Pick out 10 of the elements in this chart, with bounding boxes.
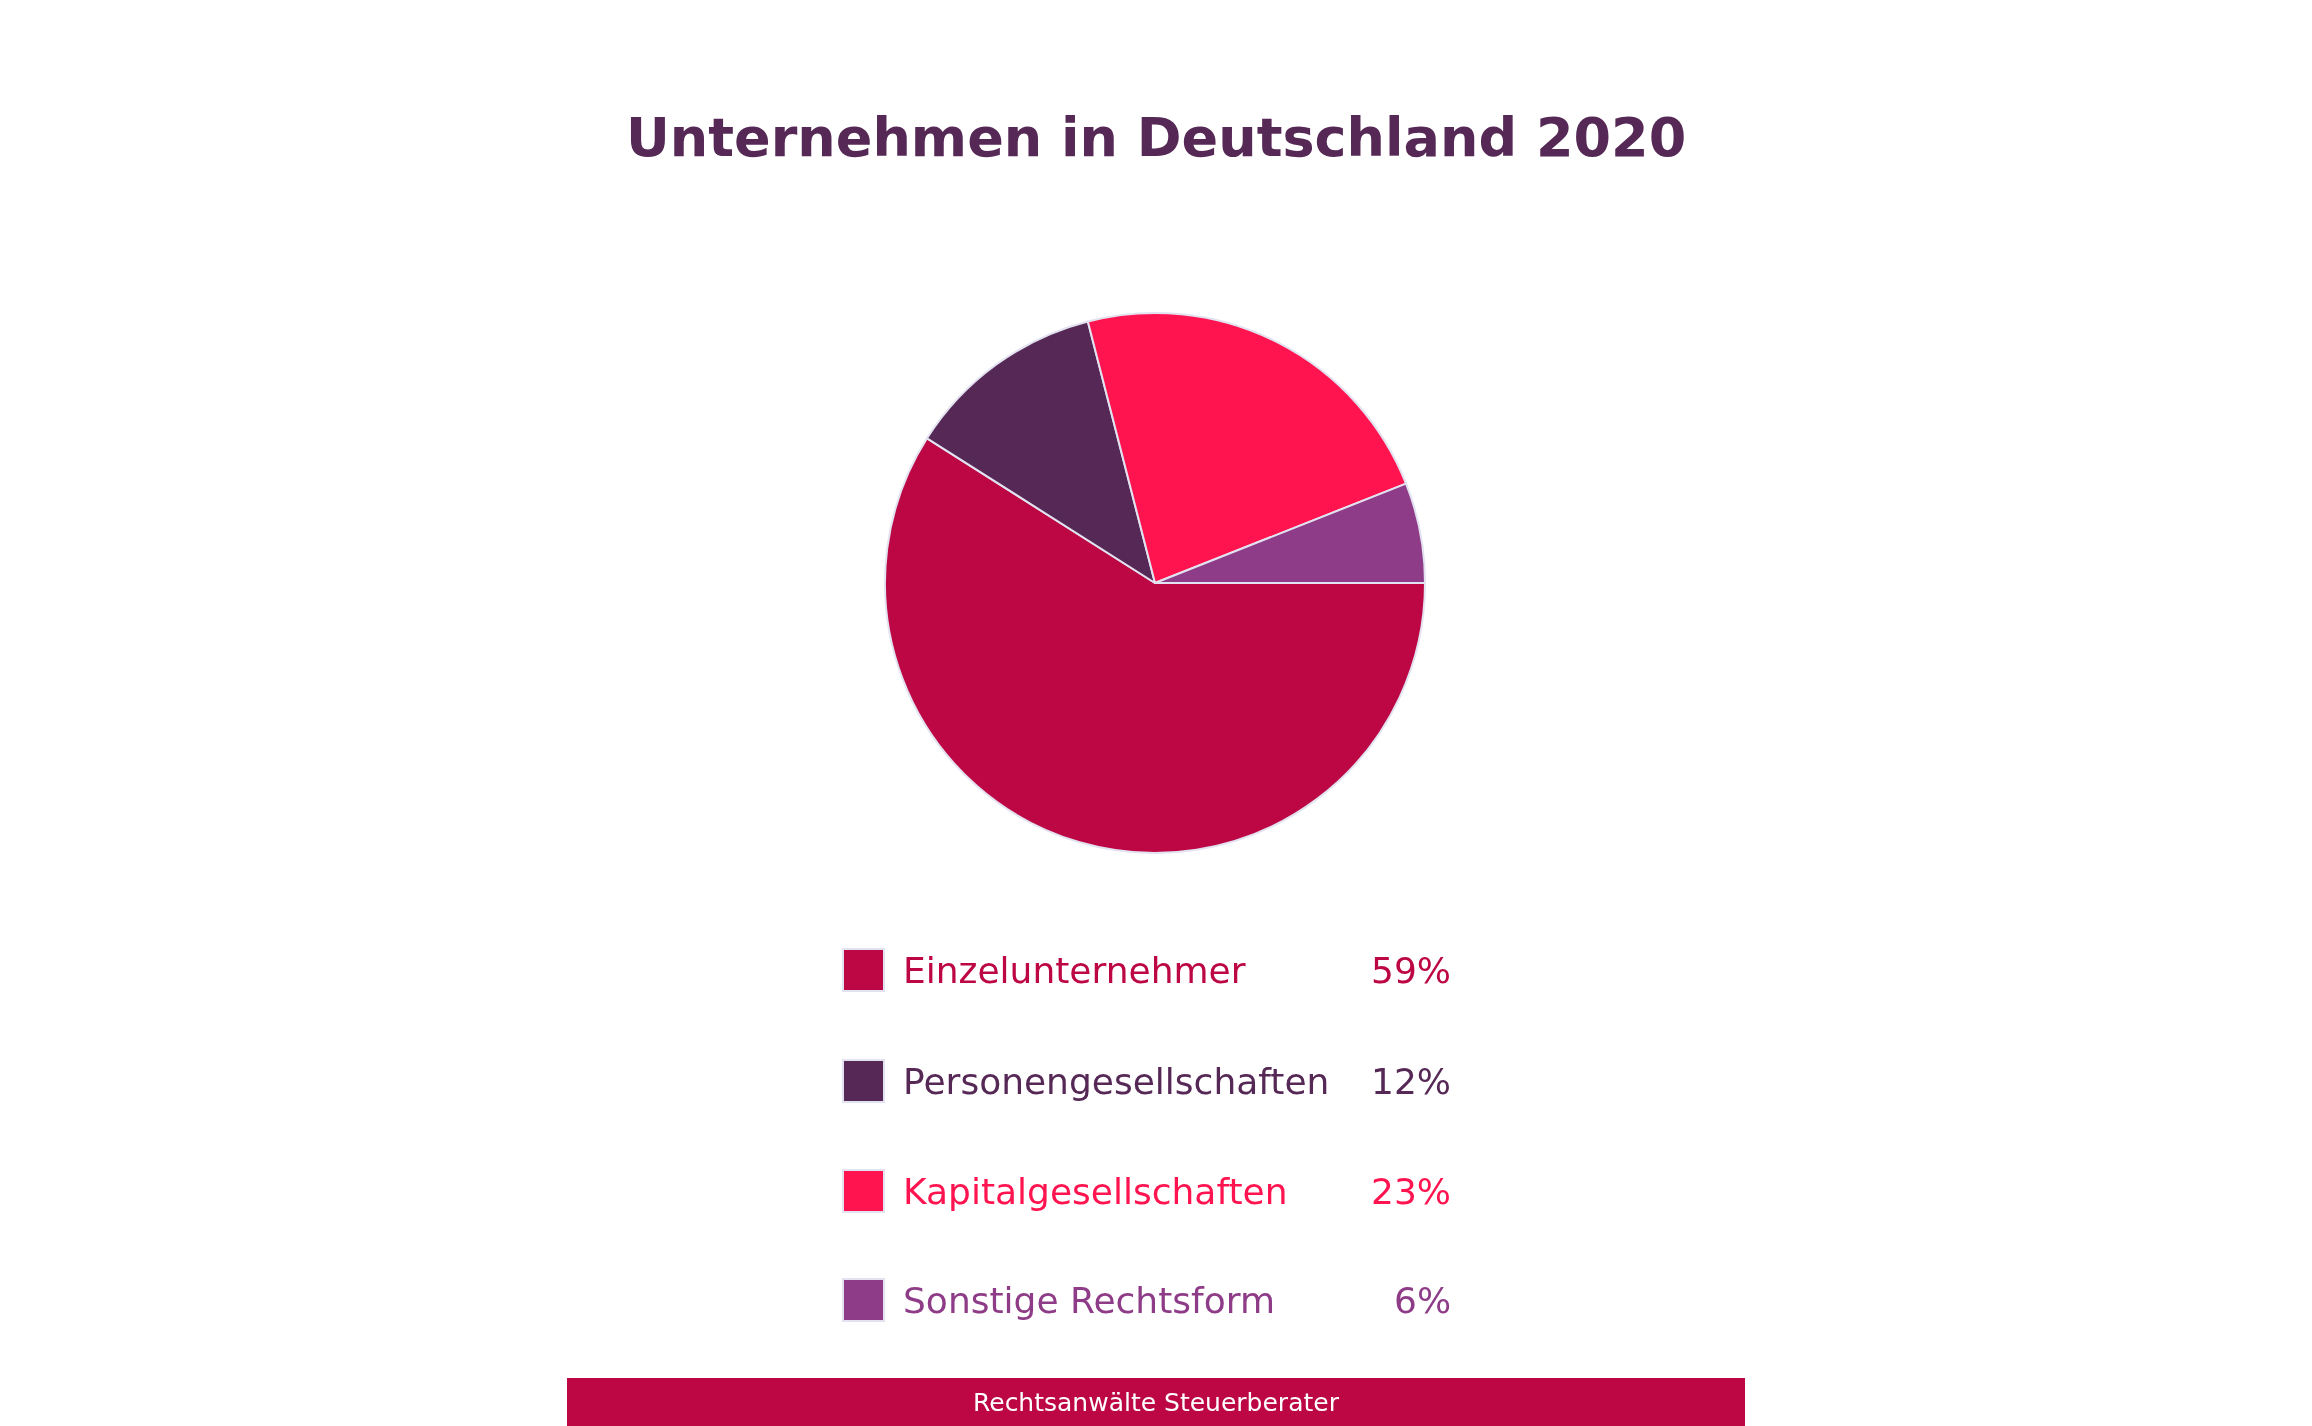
legend-label: Personengesellschaften: [903, 1061, 1330, 1102]
legend-label: Einzelunternehmer: [903, 950, 1246, 991]
data-label: 12%: [1371, 1061, 1452, 1102]
legend-label: Sonstige Rechtsform: [903, 1280, 1275, 1321]
legend-label: Kapitalgesellschaften: [903, 1171, 1288, 1212]
text: Rechtsanwälte Steuerberater: [973, 1388, 1340, 1417]
data-label: 6%: [1394, 1280, 1452, 1321]
data-label: 23%: [1371, 1171, 1452, 1212]
data-label: 59%: [1371, 950, 1452, 991]
chart-title: Unternehmen in Deutschland 2020: [626, 106, 1687, 169]
